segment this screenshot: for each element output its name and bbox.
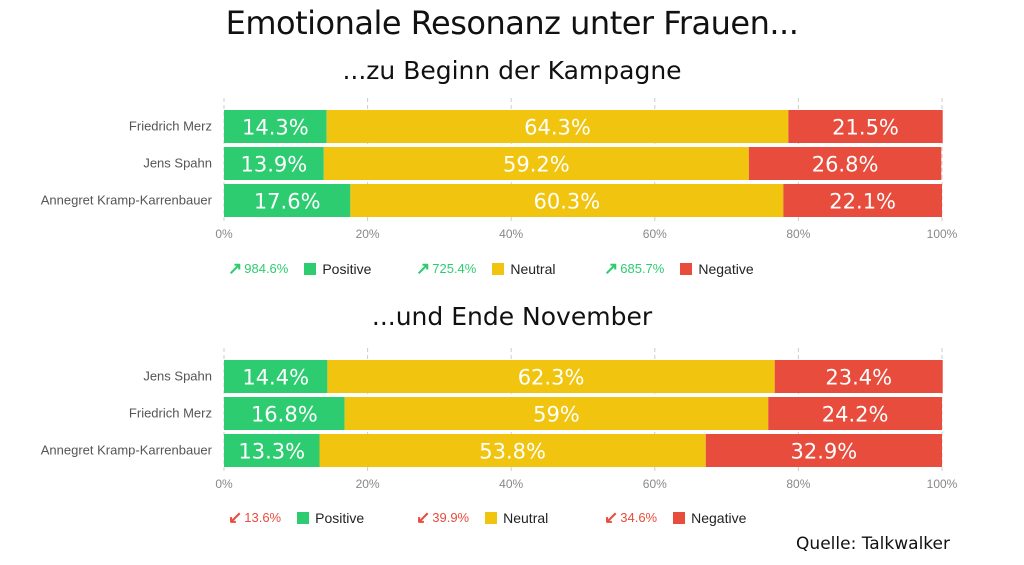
category-label: Friedrich Merz bbox=[129, 406, 212, 421]
bar-positive-friedrich-merz bbox=[224, 110, 327, 143]
change-value: 984.6% bbox=[244, 261, 289, 276]
arrow-down-left-icon: ↙ bbox=[416, 508, 431, 527]
bar-positive-jens-spahn bbox=[224, 147, 324, 180]
change-indicator: ↗ 685.7% bbox=[604, 260, 664, 277]
data-label: 60.3% bbox=[533, 190, 600, 214]
main-title: Emotionale Resonanz unter Frauen... bbox=[225, 4, 799, 42]
legend-item-positive: ↙ 13.6% Positive bbox=[228, 509, 416, 526]
change-indicator: ↙ 39.9% bbox=[416, 509, 469, 526]
bar-negative-annegret-kramp-karrenbauer bbox=[705, 434, 942, 467]
x-tick-label: 20% bbox=[356, 477, 380, 491]
legend-label: Positive bbox=[322, 260, 372, 277]
legend-item-neutral: ↗ 725.4% Neutral bbox=[416, 260, 604, 277]
bar-positive-annegret-kramp-karrenbauer bbox=[224, 184, 351, 217]
legend-item-negative: ↗ 685.7% Negative bbox=[604, 260, 792, 277]
x-tick-label: 100% bbox=[927, 477, 958, 491]
legend-swatch bbox=[485, 511, 498, 524]
bar-neutral-friedrich-merz bbox=[326, 110, 789, 143]
bar-negative-jens-spahn bbox=[748, 147, 942, 180]
change-indicator: ↙ 34.6% bbox=[604, 509, 657, 526]
legend-label: Negative bbox=[691, 509, 747, 526]
legend-item-neutral: ↙ 39.9% Neutral bbox=[416, 509, 604, 526]
category-label: Annegret Kramp-Karrenbauer bbox=[41, 443, 213, 458]
change-value: 39.9% bbox=[432, 510, 470, 525]
data-label: 32.9% bbox=[791, 440, 858, 464]
data-label: 13.9% bbox=[241, 153, 308, 177]
legend-label: Neutral bbox=[510, 260, 556, 277]
chart-1-title: ...zu Beginn der Kampagne bbox=[342, 56, 682, 85]
data-label: 26.8% bbox=[812, 153, 879, 177]
change-value: 34.6% bbox=[620, 510, 658, 525]
bar-negative-annegret-kramp-karrenbauer bbox=[783, 184, 942, 217]
change-indicator: ↗ 984.6% bbox=[228, 260, 288, 277]
change-value: 685.7% bbox=[620, 261, 665, 276]
x-tick-label: 0% bbox=[215, 477, 233, 491]
source-note: Quelle: Talkwalker bbox=[796, 534, 950, 554]
change-indicator: ↙ 13.6% bbox=[228, 509, 281, 526]
data-label: 64.3% bbox=[524, 116, 591, 140]
x-tick-label: 60% bbox=[643, 477, 667, 491]
bar-negative-friedrich-merz bbox=[788, 110, 943, 143]
data-label: 13.3% bbox=[238, 440, 305, 464]
chart-2: 0% 20% 40% 60% 80% 100% Jens Spahn 14.4% 62.3% 23… bbox=[41, 348, 958, 491]
bar-neutral-jens-spahn bbox=[327, 360, 775, 393]
category-label: Friedrich Merz bbox=[129, 119, 212, 134]
x-tick-label: 40% bbox=[499, 477, 523, 491]
x-tick-label: 60% bbox=[643, 227, 667, 241]
legend-label: Negative bbox=[698, 260, 754, 277]
x-tick-label: 80% bbox=[786, 227, 810, 241]
bar-neutral-friedrich-merz bbox=[344, 397, 769, 430]
change-value: 13.6% bbox=[244, 510, 282, 525]
arrow-up-right-icon: ↗ bbox=[416, 259, 431, 278]
bar-positive-jens-spahn bbox=[224, 360, 328, 393]
data-label: 24.2% bbox=[822, 403, 889, 427]
arrow-up-right-icon: ↗ bbox=[228, 259, 243, 278]
arrow-down-left-icon: ↙ bbox=[604, 508, 619, 527]
change-value: 725.4% bbox=[432, 261, 477, 276]
x-tick-label: 40% bbox=[499, 227, 523, 241]
chart-1: 0% 20% 40% 60% 80% 100% Friedrich Merz 14.3% 64.… bbox=[41, 98, 958, 241]
data-label: 14.4% bbox=[242, 366, 309, 390]
data-label: 14.3% bbox=[242, 116, 309, 140]
bar-negative-friedrich-merz bbox=[768, 397, 942, 430]
bar-neutral-jens-spahn bbox=[323, 147, 749, 180]
x-tick-label: 0% bbox=[215, 227, 233, 241]
legend-item-negative: ↙ 34.6% Negative bbox=[604, 509, 792, 526]
legend-label: Positive bbox=[315, 509, 365, 526]
category-label: Jens Spahn bbox=[143, 156, 212, 171]
bar-positive-annegret-kramp-karrenbauer bbox=[224, 434, 320, 467]
data-label: 16.8% bbox=[251, 403, 318, 427]
data-label: 23.4% bbox=[825, 366, 892, 390]
arrow-up-right-icon: ↗ bbox=[604, 259, 619, 278]
chart-2-legend: ↙ 13.6% Positive ↙ 39.9% Neutral ↙ 34.6% Negativ… bbox=[228, 509, 792, 526]
bar-neutral-annegret-kramp-karrenbauer bbox=[350, 184, 784, 217]
arrow-down-left-icon: ↙ bbox=[228, 508, 243, 527]
legend-label: Neutral bbox=[503, 509, 549, 526]
x-tick-label: 80% bbox=[786, 477, 810, 491]
data-label: 21.5% bbox=[832, 116, 899, 140]
data-label: 59% bbox=[533, 403, 580, 427]
bar-neutral-annegret-kramp-karrenbauer bbox=[319, 434, 706, 467]
data-label: 17.6% bbox=[254, 190, 321, 214]
data-label: 59.2% bbox=[503, 153, 570, 177]
category-label: Annegret Kramp-Karrenbauer bbox=[41, 193, 213, 208]
category-label: Jens Spahn bbox=[143, 369, 212, 384]
legend-swatch bbox=[492, 262, 505, 275]
bar-negative-jens-spahn bbox=[774, 360, 943, 393]
data-label: 53.8% bbox=[479, 440, 546, 464]
data-label: 62.3% bbox=[518, 366, 585, 390]
legend-item-positive: ↗ 984.6% Positive bbox=[228, 260, 416, 277]
legend-swatch bbox=[680, 262, 693, 275]
chart-2-title: ...und Ende November bbox=[371, 302, 653, 331]
legend-swatch bbox=[673, 511, 686, 524]
change-indicator: ↗ 725.4% bbox=[416, 260, 476, 277]
chart-1-legend: ↗ 984.6% Positive ↗ 725.4% Neutral ↗ 685.7% Nega… bbox=[228, 260, 792, 277]
x-tick-label: 20% bbox=[356, 227, 380, 241]
bar-positive-friedrich-merz bbox=[224, 397, 345, 430]
legend-swatch bbox=[304, 262, 317, 275]
legend-swatch bbox=[297, 511, 310, 524]
x-tick-label: 100% bbox=[927, 227, 958, 241]
data-label: 22.1% bbox=[829, 190, 896, 214]
